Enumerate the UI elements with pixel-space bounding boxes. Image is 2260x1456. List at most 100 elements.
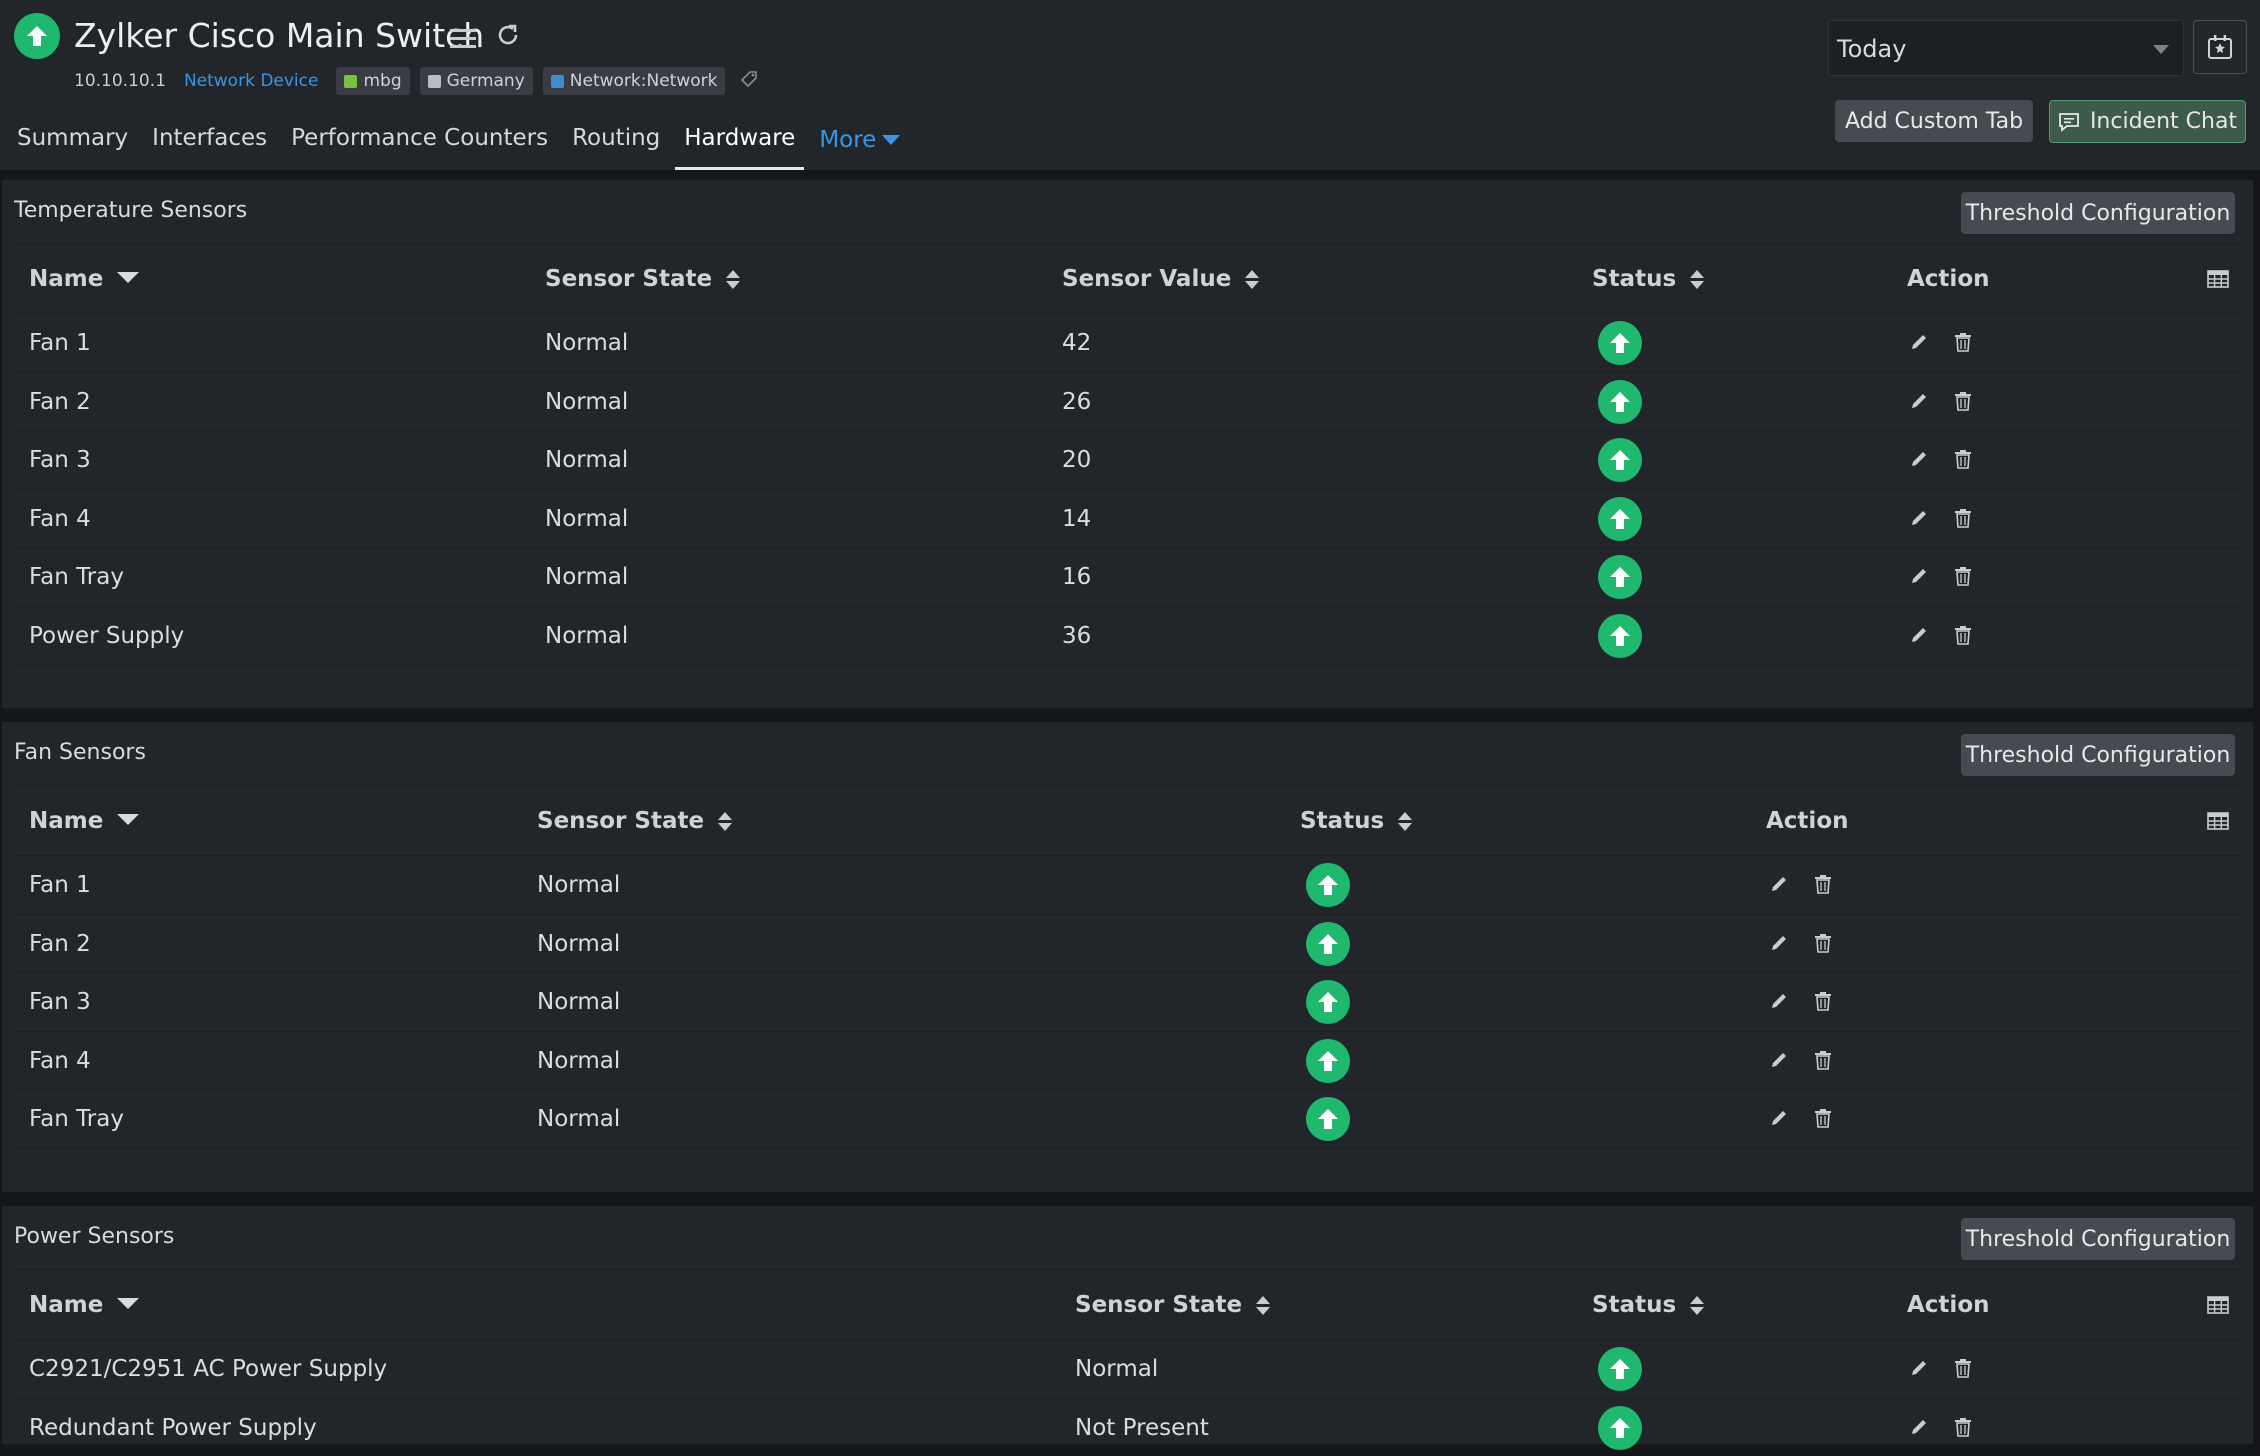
table-row: Fan 2 Normal [14,915,2241,974]
tab-interfaces[interactable]: Interfaces [152,125,268,151]
column-chooser-icon[interactable] [2207,1296,2229,1318]
column-chooser-icon[interactable] [2207,270,2229,292]
table-row: Fan Tray Normal 16 [14,548,2241,607]
delete-icon[interactable] [1954,625,1972,649]
column-header-action: Action [1766,786,1849,856]
table-header: Name Sensor State Status Action [14,786,2241,856]
status-up-icon [1598,555,1642,600]
column-header-sensor-state[interactable]: Sensor State [545,244,741,314]
delete-icon[interactable] [1954,332,1972,356]
status-up-icon [1598,1405,1642,1450]
delete-icon[interactable] [1954,449,1972,473]
status-up-icon [1598,438,1642,483]
column-header-status[interactable]: Status [1592,244,1705,314]
tab-hardware[interactable]: Hardware [675,118,805,170]
sensor-value: 14 [1062,505,1092,532]
sensor-name: Fan 1 [29,872,91,898]
sensor-state: Normal [545,388,629,415]
tag-color-dot [550,74,564,88]
sort-icon[interactable] [1690,269,1705,289]
edit-icon[interactable] [1909,1417,1929,1441]
sensor-value: 16 [1062,564,1092,591]
edit-icon[interactable] [1909,332,1929,356]
sensor-state: Normal [537,872,621,898]
column-header-name[interactable]: Name [29,786,140,856]
device-tag[interactable]: Network:Network [542,67,726,95]
tab-more[interactable]: More [810,118,909,170]
threshold-configuration-button[interactable]: Threshold Configuration [1961,734,2235,776]
sort-icon[interactable] [1398,811,1413,831]
sort-icon[interactable] [1245,269,1260,289]
sensor-value: 20 [1062,447,1092,474]
column-chooser-icon[interactable] [2207,812,2229,834]
threshold-configuration-button[interactable]: Threshold Configuration [1961,1218,2235,1260]
column-header-name[interactable]: Name [29,244,140,314]
add-custom-tab-button[interactable]: Add Custom Tab [1835,100,2033,142]
power-sensors-panel: Power Sensors Threshold Configuration Na… [2,1206,2253,1450]
column-header-sensor-state[interactable]: Sensor State [1075,1270,1271,1340]
table-row: Fan 2 Normal 26 [14,373,2241,432]
delete-icon[interactable] [1954,391,1972,415]
sort-icon[interactable] [1690,1295,1705,1315]
device-tag[interactable]: mbg [336,67,410,95]
incident-chat-button[interactable]: Incident Chat [2049,100,2246,143]
tag-color-dot [344,74,358,88]
column-header-sensor-state[interactable]: Sensor State [537,786,733,856]
threshold-configuration-button[interactable]: Threshold Configuration [1961,192,2235,234]
chevron-down-icon [882,135,901,145]
sort-icon[interactable] [1256,1295,1271,1315]
sort-desc-icon[interactable] [117,813,140,825]
column-label: Status [1300,808,1385,834]
period-select[interactable]: Today [1828,20,2184,76]
sensor-name: Fan 3 [29,447,91,474]
delete-icon[interactable] [1814,933,1832,957]
column-header-status[interactable]: Status [1300,786,1413,856]
sort-icon[interactable] [726,269,741,289]
edit-icon[interactable] [1909,508,1929,532]
edit-icon[interactable] [1909,625,1929,649]
sensor-state: Normal [545,564,629,591]
edit-icon[interactable] [1769,874,1789,898]
delete-icon[interactable] [1814,1108,1832,1132]
delete-icon[interactable] [1814,874,1832,898]
refresh-icon[interactable] [495,22,521,52]
table-header: Name Sensor State Sensor Value Status Ac… [14,244,2241,314]
delete-icon[interactable] [1814,1050,1832,1074]
delete-icon[interactable] [1814,991,1832,1015]
column-header-sensor-value[interactable]: Sensor Value [1062,244,1260,314]
edit-icon[interactable] [1769,933,1789,957]
device-type-link[interactable]: Network Device [183,71,319,91]
tab-routing[interactable]: Routing [572,125,661,151]
delete-icon[interactable] [1954,1358,1972,1382]
edit-icon[interactable] [1769,1108,1789,1132]
column-label: Status [1592,1292,1677,1318]
tag-edit-icon[interactable] [739,69,759,94]
device-meta: 10.10.10.1 Network Device mbg Germany Ne… [74,66,759,96]
column-header-name[interactable]: Name [29,1270,140,1340]
sort-icon[interactable] [718,811,733,831]
edit-icon[interactable] [1909,391,1929,415]
delete-icon[interactable] [1954,566,1972,590]
edit-icon[interactable] [1909,1358,1929,1382]
delete-icon[interactable] [1954,508,1972,532]
edit-icon[interactable] [1909,449,1929,473]
sensor-name: Power Supply [29,622,185,649]
edit-icon[interactable] [1769,1050,1789,1074]
calendar-button[interactable] [2193,20,2247,74]
device-tag[interactable]: Germany [419,67,533,95]
column-label: Sensor State [545,266,713,292]
column-header-status[interactable]: Status [1592,1270,1705,1340]
tab-summary[interactable]: Summary [17,125,129,151]
sensor-name: Fan Tray [29,1106,124,1133]
edit-icon[interactable] [1769,991,1789,1015]
delete-icon[interactable] [1954,1417,1972,1441]
column-label: Name [29,1292,104,1318]
status-up-icon [1598,496,1642,541]
hamburger-menu-icon[interactable] [450,27,476,53]
edit-icon[interactable] [1909,566,1929,590]
sort-desc-icon[interactable] [117,1297,140,1309]
sensor-name: Redundant Power Supply [29,1414,317,1441]
tab-performance-counters[interactable]: Performance Counters [291,125,549,151]
sort-desc-icon[interactable] [117,271,140,283]
table-row: Fan 1 Normal 42 [14,314,2241,373]
